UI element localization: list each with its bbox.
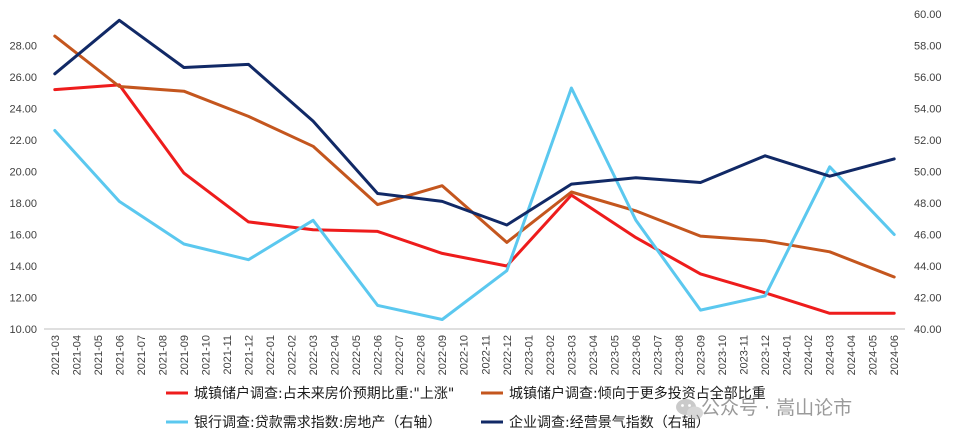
- x-tick-label: 2024-04: [846, 335, 858, 375]
- watermark-text: 公众号 · 嵩山论市: [701, 397, 852, 419]
- x-tick-label: 2023-04: [588, 335, 600, 375]
- x-tick-label: 2021-11: [222, 335, 234, 375]
- watermark: 公众号 · 嵩山论市: [676, 397, 852, 420]
- series-line-4: [53, 18, 896, 227]
- legend-item-4: 企业调查:经营景气指数（右轴）: [481, 414, 710, 431]
- x-tick-label: 2023-09: [696, 335, 708, 375]
- x-tick-label: 2024-06: [889, 335, 901, 375]
- x-tick-label: 2021-06: [114, 335, 126, 375]
- x-tick-label: 2022-03: [308, 335, 320, 375]
- x-tick-label: 2023-12: [760, 335, 772, 375]
- right-y-tick-label: 48.00: [914, 198, 942, 210]
- legend-item-3: 银行调查:贷款需求指数:房地产（右轴）: [166, 415, 441, 431]
- right-y-tick-label: 42.00: [914, 293, 942, 305]
- left-y-tick-label: 18.00: [9, 198, 37, 210]
- x-tick-label: 2022-10: [459, 335, 471, 375]
- x-tick-label: 2023-01: [523, 335, 535, 375]
- left-y-tick-label: 28.00: [9, 41, 37, 53]
- left-y-tick-label: 14.00: [9, 261, 37, 273]
- x-tick-label: 2023-02: [545, 335, 557, 375]
- x-tick-label: 2023-10: [717, 335, 729, 375]
- x-tick-label: 2023-06: [631, 335, 643, 375]
- legend-label: 城镇储户调查:占未来房价预期比重:"上涨": [194, 385, 454, 402]
- x-tick-label: 2021-10: [200, 335, 212, 375]
- x-tick-label: 2022-05: [351, 335, 363, 375]
- left-y-tick-label: 26.00: [9, 72, 37, 84]
- right-y-tick-label: 56.00: [914, 72, 942, 84]
- x-tick-label: 2021-07: [136, 335, 148, 375]
- x-tick-label: 2024-05: [868, 335, 880, 375]
- x-tick-label: 2023-07: [652, 335, 664, 375]
- x-tick-label: 2023-11: [739, 335, 751, 375]
- legend-item-1: 城镇储户调查:占未来房价预期比重:"上涨": [166, 385, 454, 402]
- right-y-tick-label: 40.00: [914, 324, 942, 336]
- legend: 城镇储户调查:占未来房价预期比重:"上涨" 城镇储户调查:倾向于更多投资占全部比重…: [166, 385, 766, 431]
- left-y-tick-label: 12.00: [9, 293, 37, 305]
- left-y-tick-label: 10.00: [9, 324, 37, 336]
- x-tick-label: 2022-08: [416, 335, 428, 375]
- x-tick-label: 2024-02: [803, 335, 815, 375]
- x-tick-label: 2022-04: [330, 335, 342, 375]
- left-y-tick-label: 20.00: [9, 167, 37, 179]
- x-tick-label: 2021-03: [50, 335, 62, 375]
- x-tick-label: 2023-03: [566, 335, 578, 375]
- legend-item-2: 城镇储户调查:倾向于更多投资占全部比重: [481, 385, 766, 402]
- left-y-axis: 10.00 12.00 14.00 16.00 18.00 20.00 22.00 24.00…: [9, 41, 37, 337]
- x-tick-label: 2022-01: [265, 335, 277, 375]
- x-axis: 2021-03 2021-04 2021-05 2021-06 2021-07 2021-…: [44, 328, 905, 375]
- right-y-tick-label: 50.00: [914, 167, 942, 179]
- legend-label: 银行调查:贷款需求指数:房地产（右轴）: [194, 415, 441, 431]
- x-tick-label: 2022-07: [394, 335, 406, 375]
- x-tick-label: 2021-09: [179, 335, 191, 375]
- x-tick-label: 2022-11: [480, 335, 492, 375]
- right-y-tick-label: 58.00: [914, 41, 942, 53]
- x-tick-label: 2021-12: [243, 335, 255, 375]
- x-tick-label: 2021-04: [71, 335, 83, 375]
- right-y-axis: 40.00 42.00 44.00 46.00 48.00 50.00 52.00 54.00…: [914, 9, 942, 336]
- wechat-icon: [676, 399, 703, 420]
- series-line-1: [53, 83, 896, 315]
- series-line-3: [53, 86, 896, 321]
- left-y-tick-label: 16.00: [9, 230, 37, 242]
- legend-label: 城镇储户调查:倾向于更多投资占全部比重: [509, 385, 766, 402]
- right-y-tick-label: 46.00: [914, 230, 942, 242]
- left-y-tick-label: 22.00: [9, 135, 37, 147]
- right-y-tick-label: 52.00: [914, 135, 942, 147]
- x-tick-label: 2021-08: [157, 335, 169, 375]
- x-tick-label: 2021-05: [93, 335, 105, 375]
- x-tick-label: 2024-01: [782, 335, 794, 375]
- x-tick-label: 2022-09: [437, 335, 449, 375]
- right-y-tick-label: 60.00: [914, 9, 942, 21]
- left-y-tick-label: 24.00: [9, 104, 37, 116]
- x-tick-label: 2023-08: [674, 335, 686, 375]
- x-tick-label: 2024-03: [825, 335, 837, 375]
- x-tick-label: 2022-06: [373, 335, 385, 375]
- series-layer: [53, 18, 896, 321]
- right-y-tick-label: 54.00: [914, 104, 942, 116]
- right-y-tick-label: 44.00: [914, 261, 942, 273]
- x-tick-label: 2022-02: [287, 335, 299, 375]
- x-tick-label: 2023-05: [609, 335, 621, 375]
- x-tick-label: 2022-12: [502, 335, 514, 375]
- legend-label: 企业调查:经营景气指数（右轴）: [509, 414, 710, 431]
